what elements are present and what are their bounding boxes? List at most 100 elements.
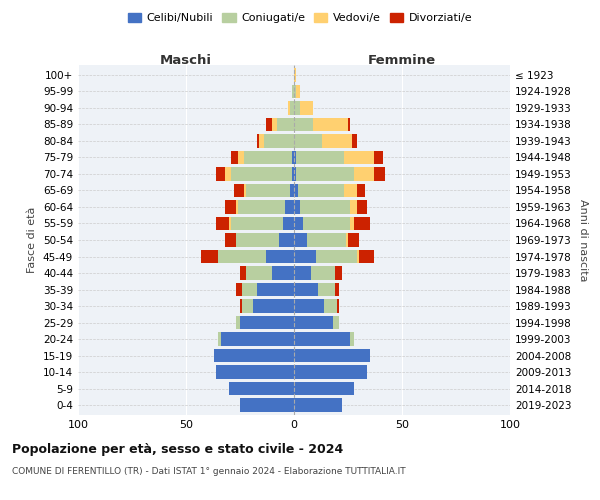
Bar [225,234,236,246]
Bar [359,250,374,263]
Bar [236,234,279,246]
Bar [290,184,294,197]
Bar [240,316,294,329]
Bar [356,250,359,263]
Bar [216,168,225,180]
Bar [221,332,294,345]
Bar [257,283,294,296]
Bar [322,134,352,147]
Bar [266,250,294,263]
Bar [294,283,318,296]
Bar [240,266,247,280]
Bar [244,151,292,164]
Bar [232,217,283,230]
Bar [311,266,335,280]
Bar [247,184,290,197]
Bar [294,250,316,263]
Bar [233,184,244,197]
Bar [216,366,294,378]
Bar [374,168,385,180]
Bar [247,266,272,280]
Bar [296,168,355,180]
Bar [294,134,322,147]
Bar [313,118,348,131]
Bar [350,332,355,345]
Bar [335,266,341,280]
Bar [279,234,294,246]
Bar [298,184,344,197]
Bar [344,151,374,164]
Bar [294,366,367,378]
Bar [337,300,340,312]
Text: COMUNE DI FERENTILLO (TR) - Dati ISTAT 1° gennaio 2024 - Elaborazione TUTTITALIA: COMUNE DI FERENTILLO (TR) - Dati ISTAT 1… [12,468,406,476]
Bar [242,300,253,312]
Bar [242,283,257,296]
Bar [324,300,337,312]
Bar [240,300,242,312]
Y-axis label: Anni di nascita: Anni di nascita [578,198,588,281]
Bar [335,283,340,296]
Bar [301,102,313,114]
Bar [214,349,294,362]
Bar [294,168,296,180]
Bar [294,316,333,329]
Bar [356,184,365,197]
Bar [232,168,292,180]
Bar [257,134,259,147]
Bar [348,234,359,246]
Bar [266,118,272,131]
Bar [348,118,350,131]
Bar [232,151,238,164]
Bar [294,151,296,164]
Bar [352,134,356,147]
Bar [244,184,247,197]
Bar [350,200,356,213]
Bar [302,217,350,230]
Bar [290,102,294,114]
Text: Popolazione per età, sesso e stato civile - 2024: Popolazione per età, sesso e stato civil… [12,442,343,456]
Bar [294,349,370,362]
Bar [294,102,301,114]
Bar [229,217,232,230]
Bar [316,250,356,263]
Bar [225,168,232,180]
Bar [294,85,296,98]
Bar [294,68,296,82]
Bar [236,283,242,296]
Bar [294,332,350,345]
Bar [236,316,240,329]
Bar [277,118,294,131]
Bar [238,200,286,213]
Legend: Celibi/Nubili, Coniugati/e, Vedovi/e, Divorziati/e: Celibi/Nubili, Coniugati/e, Vedovi/e, Di… [124,8,476,28]
Y-axis label: Fasce di età: Fasce di età [28,207,37,273]
Bar [287,102,290,114]
Text: Maschi: Maschi [160,54,212,68]
Bar [294,266,311,280]
Bar [346,234,348,246]
Bar [301,200,350,213]
Bar [216,217,229,230]
Bar [355,217,370,230]
Bar [296,151,344,164]
Bar [350,217,355,230]
Bar [201,250,218,263]
Bar [292,168,294,180]
Bar [253,300,294,312]
Bar [283,217,294,230]
Bar [264,134,294,147]
Bar [259,134,264,147]
Bar [229,382,294,395]
Bar [296,85,301,98]
Bar [294,382,355,395]
Bar [294,300,324,312]
Bar [272,266,294,280]
Bar [240,398,294,411]
Bar [356,200,367,213]
Bar [225,200,236,213]
Bar [294,398,341,411]
Bar [294,234,307,246]
Bar [333,316,340,329]
Bar [286,200,294,213]
Bar [294,118,313,131]
Bar [292,85,294,98]
